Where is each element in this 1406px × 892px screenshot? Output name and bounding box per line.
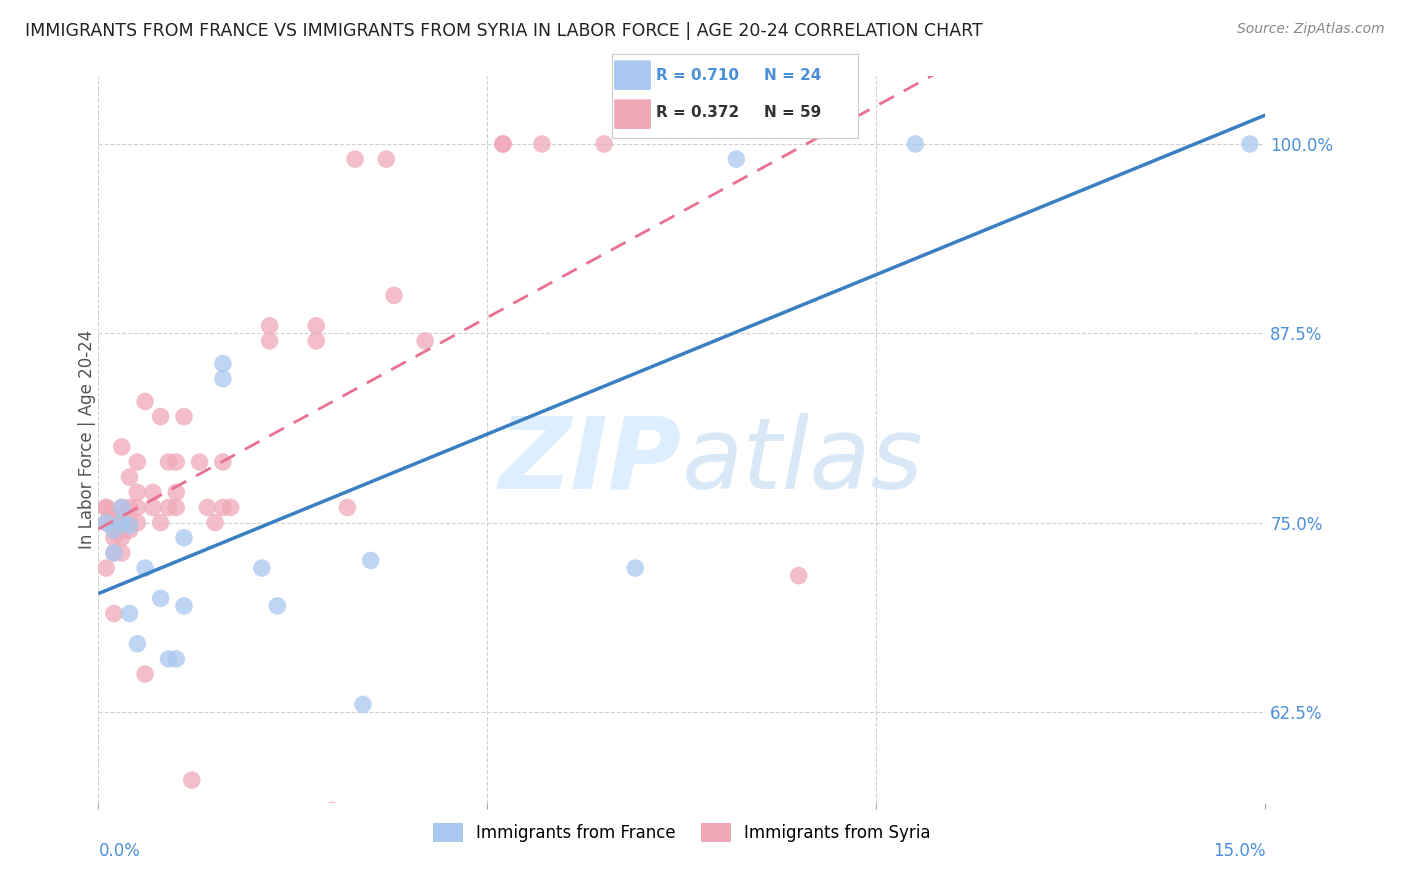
Point xyxy=(103,523,125,537)
Point xyxy=(103,508,125,522)
Point xyxy=(219,500,242,515)
Point xyxy=(134,394,156,409)
Text: R = 0.710: R = 0.710 xyxy=(655,68,740,83)
Point xyxy=(188,455,211,469)
Point xyxy=(165,500,187,515)
Y-axis label: In Labor Force | Age 20-24: In Labor Force | Age 20-24 xyxy=(79,330,96,549)
Point xyxy=(624,561,647,575)
Point xyxy=(103,516,125,530)
Point xyxy=(103,531,125,545)
Point xyxy=(149,409,172,424)
Point xyxy=(111,523,134,537)
Point xyxy=(96,500,118,515)
Point xyxy=(492,136,515,151)
Point xyxy=(96,500,118,515)
Point xyxy=(103,546,125,560)
Point xyxy=(530,136,553,151)
Point xyxy=(134,561,156,575)
Text: ZIP: ZIP xyxy=(499,413,682,509)
Point xyxy=(212,500,235,515)
Text: atlas: atlas xyxy=(682,413,924,509)
Point xyxy=(787,568,810,582)
Point xyxy=(157,652,180,666)
Point xyxy=(212,357,235,371)
Point xyxy=(118,518,141,533)
Point xyxy=(352,698,374,712)
Point xyxy=(118,500,141,515)
Point xyxy=(111,516,134,530)
Text: IMMIGRANTS FROM FRANCE VS IMMIGRANTS FROM SYRIA IN LABOR FORCE | AGE 20-24 CORRE: IMMIGRANTS FROM FRANCE VS IMMIGRANTS FRO… xyxy=(25,22,983,40)
Point xyxy=(250,561,273,575)
Point xyxy=(492,136,515,151)
Point xyxy=(111,440,134,454)
Point xyxy=(173,599,195,613)
Point xyxy=(305,318,328,333)
Point xyxy=(118,516,141,530)
Point xyxy=(96,516,118,530)
Point xyxy=(593,136,616,151)
Point xyxy=(336,500,359,515)
Point xyxy=(103,523,125,537)
Legend: Immigrants from France, Immigrants from Syria: Immigrants from France, Immigrants from … xyxy=(426,816,938,849)
Point xyxy=(127,500,149,515)
Point xyxy=(165,485,187,500)
Point xyxy=(305,334,328,348)
Point xyxy=(111,546,134,560)
Point xyxy=(904,136,927,151)
Text: N = 59: N = 59 xyxy=(765,105,821,120)
Point xyxy=(204,516,226,530)
Point xyxy=(266,599,288,613)
Point xyxy=(157,500,180,515)
Point xyxy=(111,516,134,530)
Point xyxy=(157,455,180,469)
Point xyxy=(127,516,149,530)
Point xyxy=(142,500,165,515)
Text: R = 0.372: R = 0.372 xyxy=(655,105,740,120)
Point xyxy=(96,516,118,530)
Point xyxy=(725,152,748,166)
Point xyxy=(103,607,125,621)
Point xyxy=(173,531,195,545)
Point xyxy=(127,485,149,500)
Point xyxy=(149,591,172,606)
Point xyxy=(413,334,436,348)
Point xyxy=(165,455,187,469)
Point xyxy=(103,546,125,560)
Point xyxy=(212,372,235,386)
Point xyxy=(259,318,281,333)
Point xyxy=(134,667,156,681)
FancyBboxPatch shape xyxy=(614,61,651,90)
Point xyxy=(111,508,134,522)
Point xyxy=(127,455,149,469)
Point xyxy=(96,561,118,575)
Point xyxy=(375,152,398,166)
Point xyxy=(173,409,195,424)
Point xyxy=(149,516,172,530)
Point xyxy=(259,334,281,348)
Point xyxy=(111,500,134,515)
Point xyxy=(118,470,141,484)
Point xyxy=(111,531,134,545)
Point xyxy=(118,607,141,621)
FancyBboxPatch shape xyxy=(614,99,651,129)
Point xyxy=(382,288,405,302)
Point xyxy=(127,637,149,651)
Point xyxy=(111,500,134,515)
Point xyxy=(344,152,367,166)
Text: N = 24: N = 24 xyxy=(765,68,821,83)
Point xyxy=(212,455,235,469)
Text: 15.0%: 15.0% xyxy=(1213,842,1265,860)
Point xyxy=(321,803,343,817)
Point xyxy=(142,485,165,500)
Point xyxy=(360,553,382,567)
Point xyxy=(1239,136,1261,151)
Point xyxy=(180,773,202,788)
Text: 0.0%: 0.0% xyxy=(98,842,141,860)
Point xyxy=(118,523,141,537)
Point xyxy=(195,500,218,515)
Text: Source: ZipAtlas.com: Source: ZipAtlas.com xyxy=(1237,22,1385,37)
Point xyxy=(165,652,187,666)
